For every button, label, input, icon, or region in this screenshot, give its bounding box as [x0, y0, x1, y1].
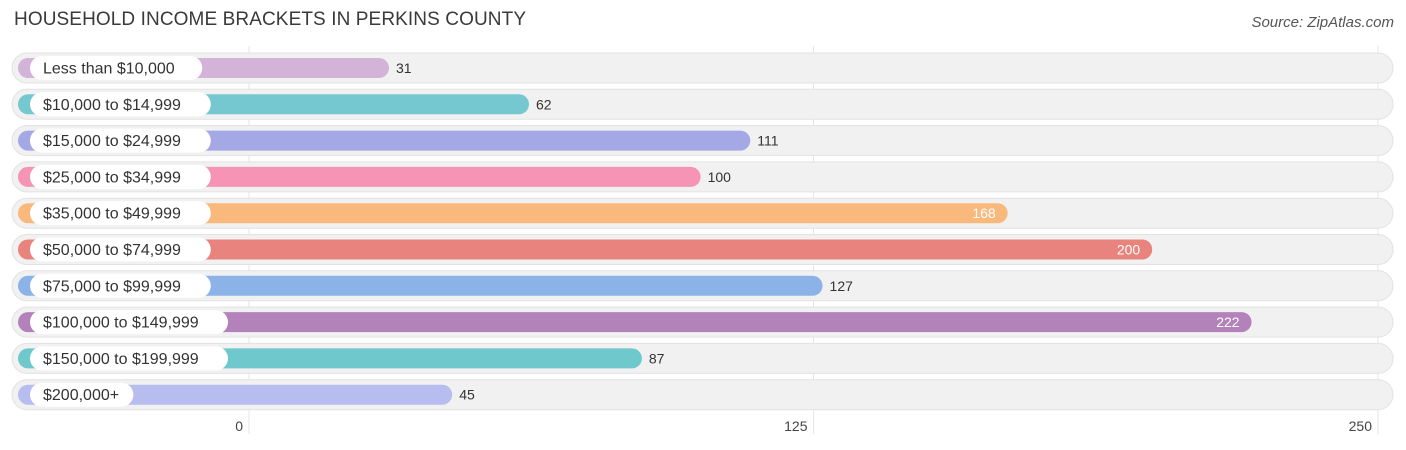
value-label: 31 — [396, 60, 412, 76]
bar-row: Less than $10,000 31 — [11, 52, 1394, 84]
value-label: 127 — [830, 278, 854, 294]
category-label-pill — [30, 310, 228, 335]
value-label: 45 — [459, 387, 475, 403]
value-label: 100 — [708, 169, 732, 185]
category-label: $150,000 to $199,999 — [43, 351, 199, 368]
category-label-pill — [30, 273, 211, 298]
bar — [18, 275, 823, 296]
category-label: Less than $10,000 — [43, 61, 175, 78]
bar-row: $200,000+ 45 — [11, 379, 1394, 411]
value-label: 222 — [1216, 314, 1240, 330]
bar — [18, 312, 1252, 333]
category-label-pill — [30, 128, 211, 153]
category-label: $35,000 to $49,999 — [43, 206, 181, 223]
chart-title: HOUSEHOLD INCOME BRACKETS IN PERKINS COU… — [14, 9, 527, 30]
bar-row: $15,000 to $24,999 111 — [11, 125, 1394, 157]
category-label: $10,000 to $14,999 — [43, 97, 181, 114]
bar-row: $25,000 to $34,999 100 — [11, 161, 1394, 193]
value-label: 111 — [757, 133, 778, 149]
category-label-pill — [30, 201, 211, 226]
bar — [18, 239, 1153, 260]
bar-row: $150,000 to $199,999 87 — [11, 342, 1394, 374]
category-label-pill — [30, 237, 211, 262]
category-label: $25,000 to $34,999 — [43, 169, 181, 186]
category-label-pill — [30, 346, 228, 371]
category-label-pill — [30, 56, 203, 80]
value-label: 168 — [972, 205, 996, 221]
value-label: 87 — [649, 350, 665, 366]
x-tick-label: 125 — [784, 418, 808, 434]
bar-row: $35,000 to $49,999 168 — [11, 197, 1394, 229]
x-tick-label: 250 — [1349, 418, 1373, 434]
category-label: $75,000 to $99,999 — [43, 278, 181, 295]
bar-row: $50,000 to $74,999 200 — [11, 234, 1394, 265]
category-label: $15,000 to $24,999 — [43, 133, 181, 150]
x-tick-label: 0 — [235, 418, 243, 434]
bar — [18, 203, 1008, 224]
bar-row: $10,000 to $14,999 62 — [11, 88, 1394, 120]
bar-row: $100,000 to $149,999 222 — [11, 306, 1394, 338]
value-label: 200 — [1117, 242, 1141, 258]
value-label: 62 — [536, 96, 552, 112]
category-label-pill — [30, 164, 211, 189]
category-label-pill — [30, 382, 134, 407]
chart-source: Source: ZipAtlas.com — [1251, 14, 1394, 31]
category-label: $50,000 to $74,999 — [43, 242, 181, 259]
category-label: $200,000+ — [43, 387, 119, 404]
bar-row: $75,000 to $99,999 127 — [11, 270, 1394, 302]
category-label: $100,000 to $149,999 — [43, 315, 199, 332]
category-label-pill — [30, 92, 211, 117]
